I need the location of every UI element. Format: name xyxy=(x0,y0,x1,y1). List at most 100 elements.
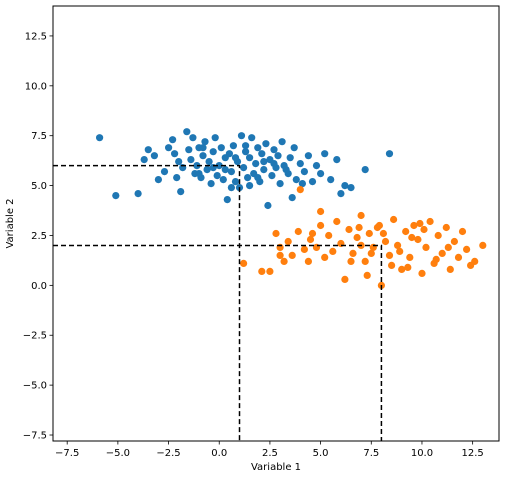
data-point-series-2 xyxy=(379,229,387,238)
y-axis-label: Variable 2 xyxy=(5,198,16,248)
y-tick-label: 7.5 xyxy=(31,131,47,142)
data-point-series-2 xyxy=(317,221,325,230)
data-point-series-1 xyxy=(207,180,215,188)
data-point-series-1 xyxy=(300,168,308,176)
data-point-series-1 xyxy=(337,190,345,198)
data-point-series-2 xyxy=(390,215,398,224)
data-point-series-2 xyxy=(444,243,452,251)
data-point-series-1 xyxy=(262,140,270,148)
data-point-series-1 xyxy=(215,162,223,170)
data-point-series-1 xyxy=(213,172,221,180)
data-point-series-2 xyxy=(406,253,414,261)
data-point-series-1 xyxy=(312,162,321,170)
data-point-series-2 xyxy=(442,223,450,232)
data-point-series-2 xyxy=(402,227,410,236)
reference-lines-layer xyxy=(53,164,383,441)
y-tick-label: 5.0 xyxy=(31,181,47,192)
data-point-series-2 xyxy=(463,245,471,253)
data-point-series-1 xyxy=(199,152,207,160)
y-tick-label: 10.0 xyxy=(25,81,47,92)
data-point-series-2 xyxy=(306,235,315,244)
data-point-series-1 xyxy=(175,158,183,166)
data-point-series-2 xyxy=(410,221,418,230)
data-point-series-2 xyxy=(408,233,416,242)
data-point-series-2 xyxy=(422,243,430,251)
data-point-series-1 xyxy=(185,146,193,154)
data-point-series-1 xyxy=(229,142,237,150)
points-layer xyxy=(96,128,487,289)
data-point-series-2 xyxy=(426,217,434,226)
data-point-series-1 xyxy=(252,160,260,168)
x-tick-label: −5.0 xyxy=(106,448,130,459)
data-point-series-1 xyxy=(171,150,179,158)
data-point-series-1 xyxy=(237,132,246,140)
data-point-series-2 xyxy=(381,237,390,246)
data-point-series-1 xyxy=(227,184,235,192)
data-point-series-2 xyxy=(434,231,442,240)
data-point-series-2 xyxy=(321,253,329,261)
data-point-series-1 xyxy=(225,150,233,158)
data-point-series-2 xyxy=(258,267,266,275)
data-point-series-2 xyxy=(418,269,426,277)
data-point-series-2 xyxy=(284,237,292,246)
data-point-series-2 xyxy=(446,265,454,273)
data-point-series-1 xyxy=(189,134,197,142)
data-point-series-2 xyxy=(240,259,248,267)
data-point-series-1 xyxy=(327,176,335,184)
data-point-series-1 xyxy=(217,144,225,152)
data-point-series-2 xyxy=(454,253,463,261)
data-point-series-2 xyxy=(394,241,402,249)
data-point-series-1 xyxy=(244,174,252,182)
data-point-series-2 xyxy=(404,263,412,271)
x-tick-label: 0.0 xyxy=(211,448,227,459)
data-point-series-1 xyxy=(260,166,268,174)
data-point-series-2 xyxy=(304,257,312,265)
data-point-series-1 xyxy=(246,182,254,190)
reference-line-1 xyxy=(53,164,241,441)
data-point-series-1 xyxy=(140,156,148,164)
x-tick-label: 2.5 xyxy=(262,448,278,459)
data-point-series-2 xyxy=(416,219,424,228)
data-point-series-1 xyxy=(195,170,203,178)
data-point-series-2 xyxy=(272,229,280,238)
data-point-series-1 xyxy=(211,134,219,142)
data-point-series-1 xyxy=(187,156,195,164)
data-point-series-2 xyxy=(353,233,361,242)
data-point-series-1 xyxy=(160,168,169,176)
data-point-series-1 xyxy=(205,158,213,166)
data-point-series-1 xyxy=(173,174,181,182)
data-point-series-2 xyxy=(458,227,467,236)
data-point-series-1 xyxy=(290,144,298,152)
data-point-series-1 xyxy=(296,160,304,168)
x-tick-label: 12.5 xyxy=(462,448,484,459)
data-point-series-1 xyxy=(144,146,152,154)
y-tick-label: −7.5 xyxy=(23,431,47,442)
ticks-layer: −7.5 −5.0 −2.5 0.0 2.5 5.0 7.5 10.0 12.5 −7.5 −5.0… xyxy=(23,31,484,459)
data-point-series-1 xyxy=(304,152,312,160)
y-tick-label: −2.5 xyxy=(23,331,47,342)
data-point-series-2 xyxy=(288,251,296,259)
data-point-series-2 xyxy=(357,211,365,220)
data-point-series-1 xyxy=(199,144,207,152)
data-point-series-1 xyxy=(264,201,272,210)
data-point-series-2 xyxy=(347,257,355,265)
data-point-series-1 xyxy=(177,188,185,196)
data-point-series-1 xyxy=(321,150,329,158)
data-point-series-1 xyxy=(193,162,201,170)
data-point-series-1 xyxy=(254,144,262,152)
data-point-series-1 xyxy=(246,154,254,162)
data-point-series-2 xyxy=(375,221,383,230)
data-point-series-1 xyxy=(260,158,268,166)
data-point-series-1 xyxy=(169,136,177,144)
data-point-series-2 xyxy=(363,271,371,279)
data-point-series-1 xyxy=(361,166,369,174)
data-point-series-2 xyxy=(355,223,363,232)
data-point-series-2 xyxy=(385,251,394,259)
data-point-series-2 xyxy=(266,267,274,275)
data-point-series-1 xyxy=(286,154,294,162)
data-point-series-1 xyxy=(276,180,284,188)
data-point-series-1 xyxy=(270,160,278,168)
reference-line-2 xyxy=(53,244,383,441)
data-point-series-1 xyxy=(183,128,191,136)
data-point-series-2 xyxy=(414,235,422,244)
